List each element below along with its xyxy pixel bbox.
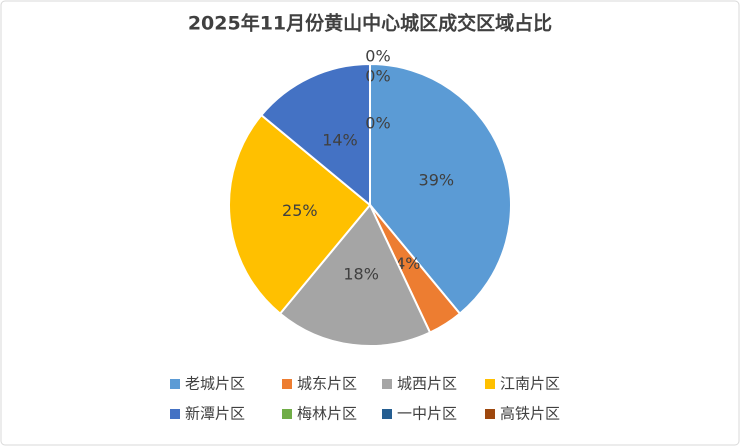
legend-swatch [485,409,495,419]
legend-label: 新潭片区 [185,405,245,423]
data-label: 25% [282,201,318,220]
legend-label: 一中片区 [397,405,457,423]
pie-slice [228,113,372,316]
chart-title: 2025年11月份黄山中心城区成交区域占比 [188,12,552,35]
legend-swatch [282,409,292,419]
legend-label: 老城片区 [185,375,245,393]
legend-label: 高铁片区 [500,405,560,423]
legend-swatch [485,379,495,389]
legend-swatch [382,409,392,419]
legend-swatch [382,379,392,389]
data-label: 14% [322,131,358,150]
legend-label: 江南片区 [500,375,560,393]
legend-label: 城东片区 [297,375,357,393]
pie-slice [369,62,512,316]
data-label: 4% [395,254,420,273]
data-label: 0% [365,47,390,66]
legend-swatch [282,379,292,389]
legend-label: 城西片区 [397,375,457,393]
pie-slice [278,203,432,347]
legend-swatch [170,409,180,419]
data-label: 39% [419,171,455,190]
data-label: 0% [365,114,390,133]
legend-swatch [170,379,180,389]
legend-label: 梅林片区 [297,405,357,423]
data-label: 0% [365,67,390,86]
pie-slice [259,62,371,208]
data-label: 18% [343,264,379,283]
